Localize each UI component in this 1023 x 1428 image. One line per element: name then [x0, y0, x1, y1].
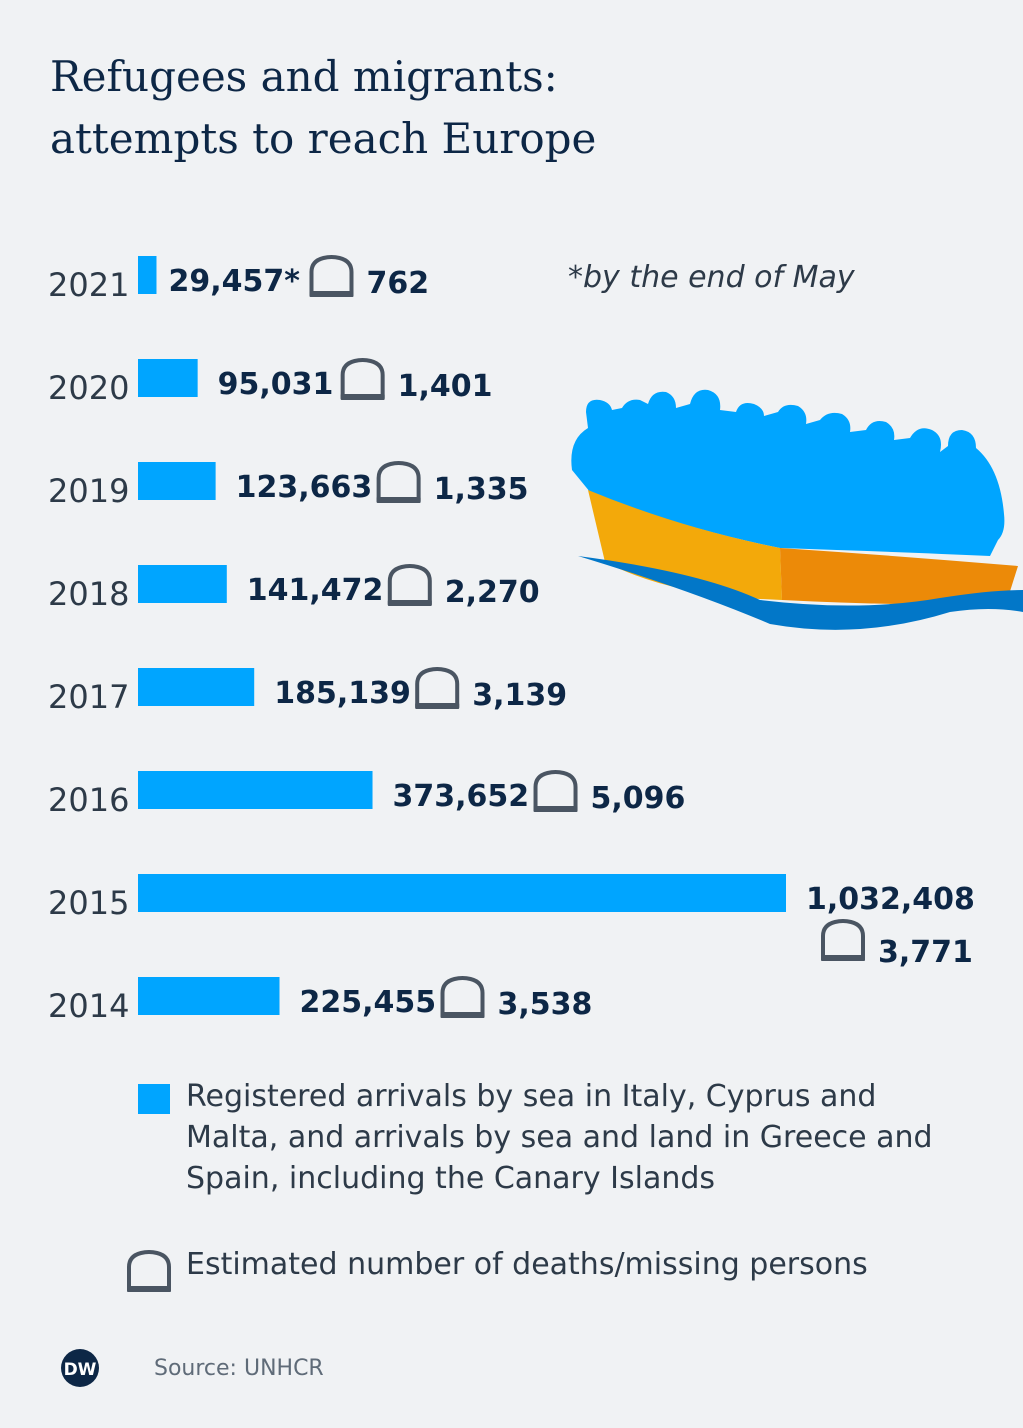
bar-2017	[138, 668, 255, 706]
year-label-2017: 2017	[48, 678, 129, 716]
title-line-1: Refugees and migrants:	[50, 52, 558, 101]
source-label: Source: UNHCR	[154, 1355, 324, 1381]
deaths-value-2021: 762	[366, 266, 429, 301]
coffin-icon-2021	[307, 255, 356, 299]
bar-2015	[138, 874, 786, 912]
deaths-value-2018: 2,270	[445, 575, 540, 610]
deaths-value-2016: 5,096	[591, 781, 686, 816]
bar-2014	[138, 977, 280, 1015]
year-label-2018: 2018	[48, 575, 129, 613]
coffin-icon-2014	[438, 976, 487, 1020]
boat-with-refugees-icon	[571, 389, 1023, 630]
legend-label-arrivals: Registered arrivals by sea in Italy, Cyp…	[186, 1079, 933, 1196]
svg-text:DW: DW	[64, 1360, 97, 1380]
refugee-crowd-silhouette	[571, 389, 1005, 556]
legend-label-deaths: Estimated number of deaths/missing perso…	[186, 1247, 868, 1282]
arrivals-value-2020: 95,031	[218, 367, 334, 402]
boat-hull-right	[780, 548, 1018, 605]
coffin-icon-2018	[385, 564, 434, 608]
arrivals-value-2016: 373,652	[393, 779, 530, 814]
legend-swatch-arrivals	[138, 1084, 170, 1114]
year-label-2014: 2014	[48, 987, 129, 1025]
coffin-icon-2016	[531, 770, 580, 814]
year-label-2020: 2020	[48, 369, 129, 407]
year-label-2015: 2015	[48, 884, 129, 922]
deaths-value-2015: 3,771	[878, 935, 973, 970]
legend-arrivals: Registered arrivals by sea in Italy, Cyp…	[130, 1076, 946, 1199]
bar-2019	[138, 462, 216, 500]
dw-logo: DW	[61, 1349, 99, 1387]
bar-2020	[138, 359, 198, 397]
arrivals-value-2019: 123,663	[236, 470, 373, 505]
arrivals-value-2018: 141,472	[247, 573, 384, 608]
chart-title: Refugees and migrants: attempts to reach…	[50, 46, 596, 170]
bar-2021	[138, 256, 157, 294]
legend-deaths: Estimated number of deaths/missing perso…	[127, 1244, 946, 1292]
deaths-value-2014: 3,538	[498, 987, 593, 1022]
sea-wave	[578, 556, 1023, 630]
deaths-value-2019: 1,335	[434, 472, 529, 507]
arrivals-value-2015: 1,032,408	[806, 882, 975, 917]
chart-rows: 2021 29,457* 762 2020 95,031 1,401 2019 123,663…	[48, 255, 975, 1025]
coffin-icon-2020	[338, 358, 387, 402]
coffin-icon-2019	[374, 461, 423, 505]
coffin-icon-2017	[413, 667, 462, 711]
footnote-by-end-of-may: *by the end of May	[568, 260, 856, 295]
year-label-2019: 2019	[48, 472, 129, 510]
arrivals-value-2017: 185,139	[274, 676, 411, 711]
bar-chart: *by the end of May 2021 29,457* 762 2020 95,…	[48, 255, 1023, 1025]
bar-2016	[138, 771, 373, 809]
arrivals-value-2014: 225,455	[300, 985, 437, 1020]
footer: DW Source: UNHCR	[52, 1348, 324, 1388]
bar-2018	[138, 565, 227, 603]
coffin-icon	[127, 1250, 171, 1292]
deaths-value-2020: 1,401	[398, 369, 493, 404]
coffin-icon-2015	[819, 919, 867, 963]
year-label-2021: 2021	[48, 266, 129, 304]
deaths-value-2017: 3,139	[472, 678, 567, 713]
year-label-2016: 2016	[48, 781, 129, 819]
title-line-2: attempts to reach Europe	[50, 114, 597, 163]
arrivals-value-2021: 29,457*	[168, 264, 300, 299]
